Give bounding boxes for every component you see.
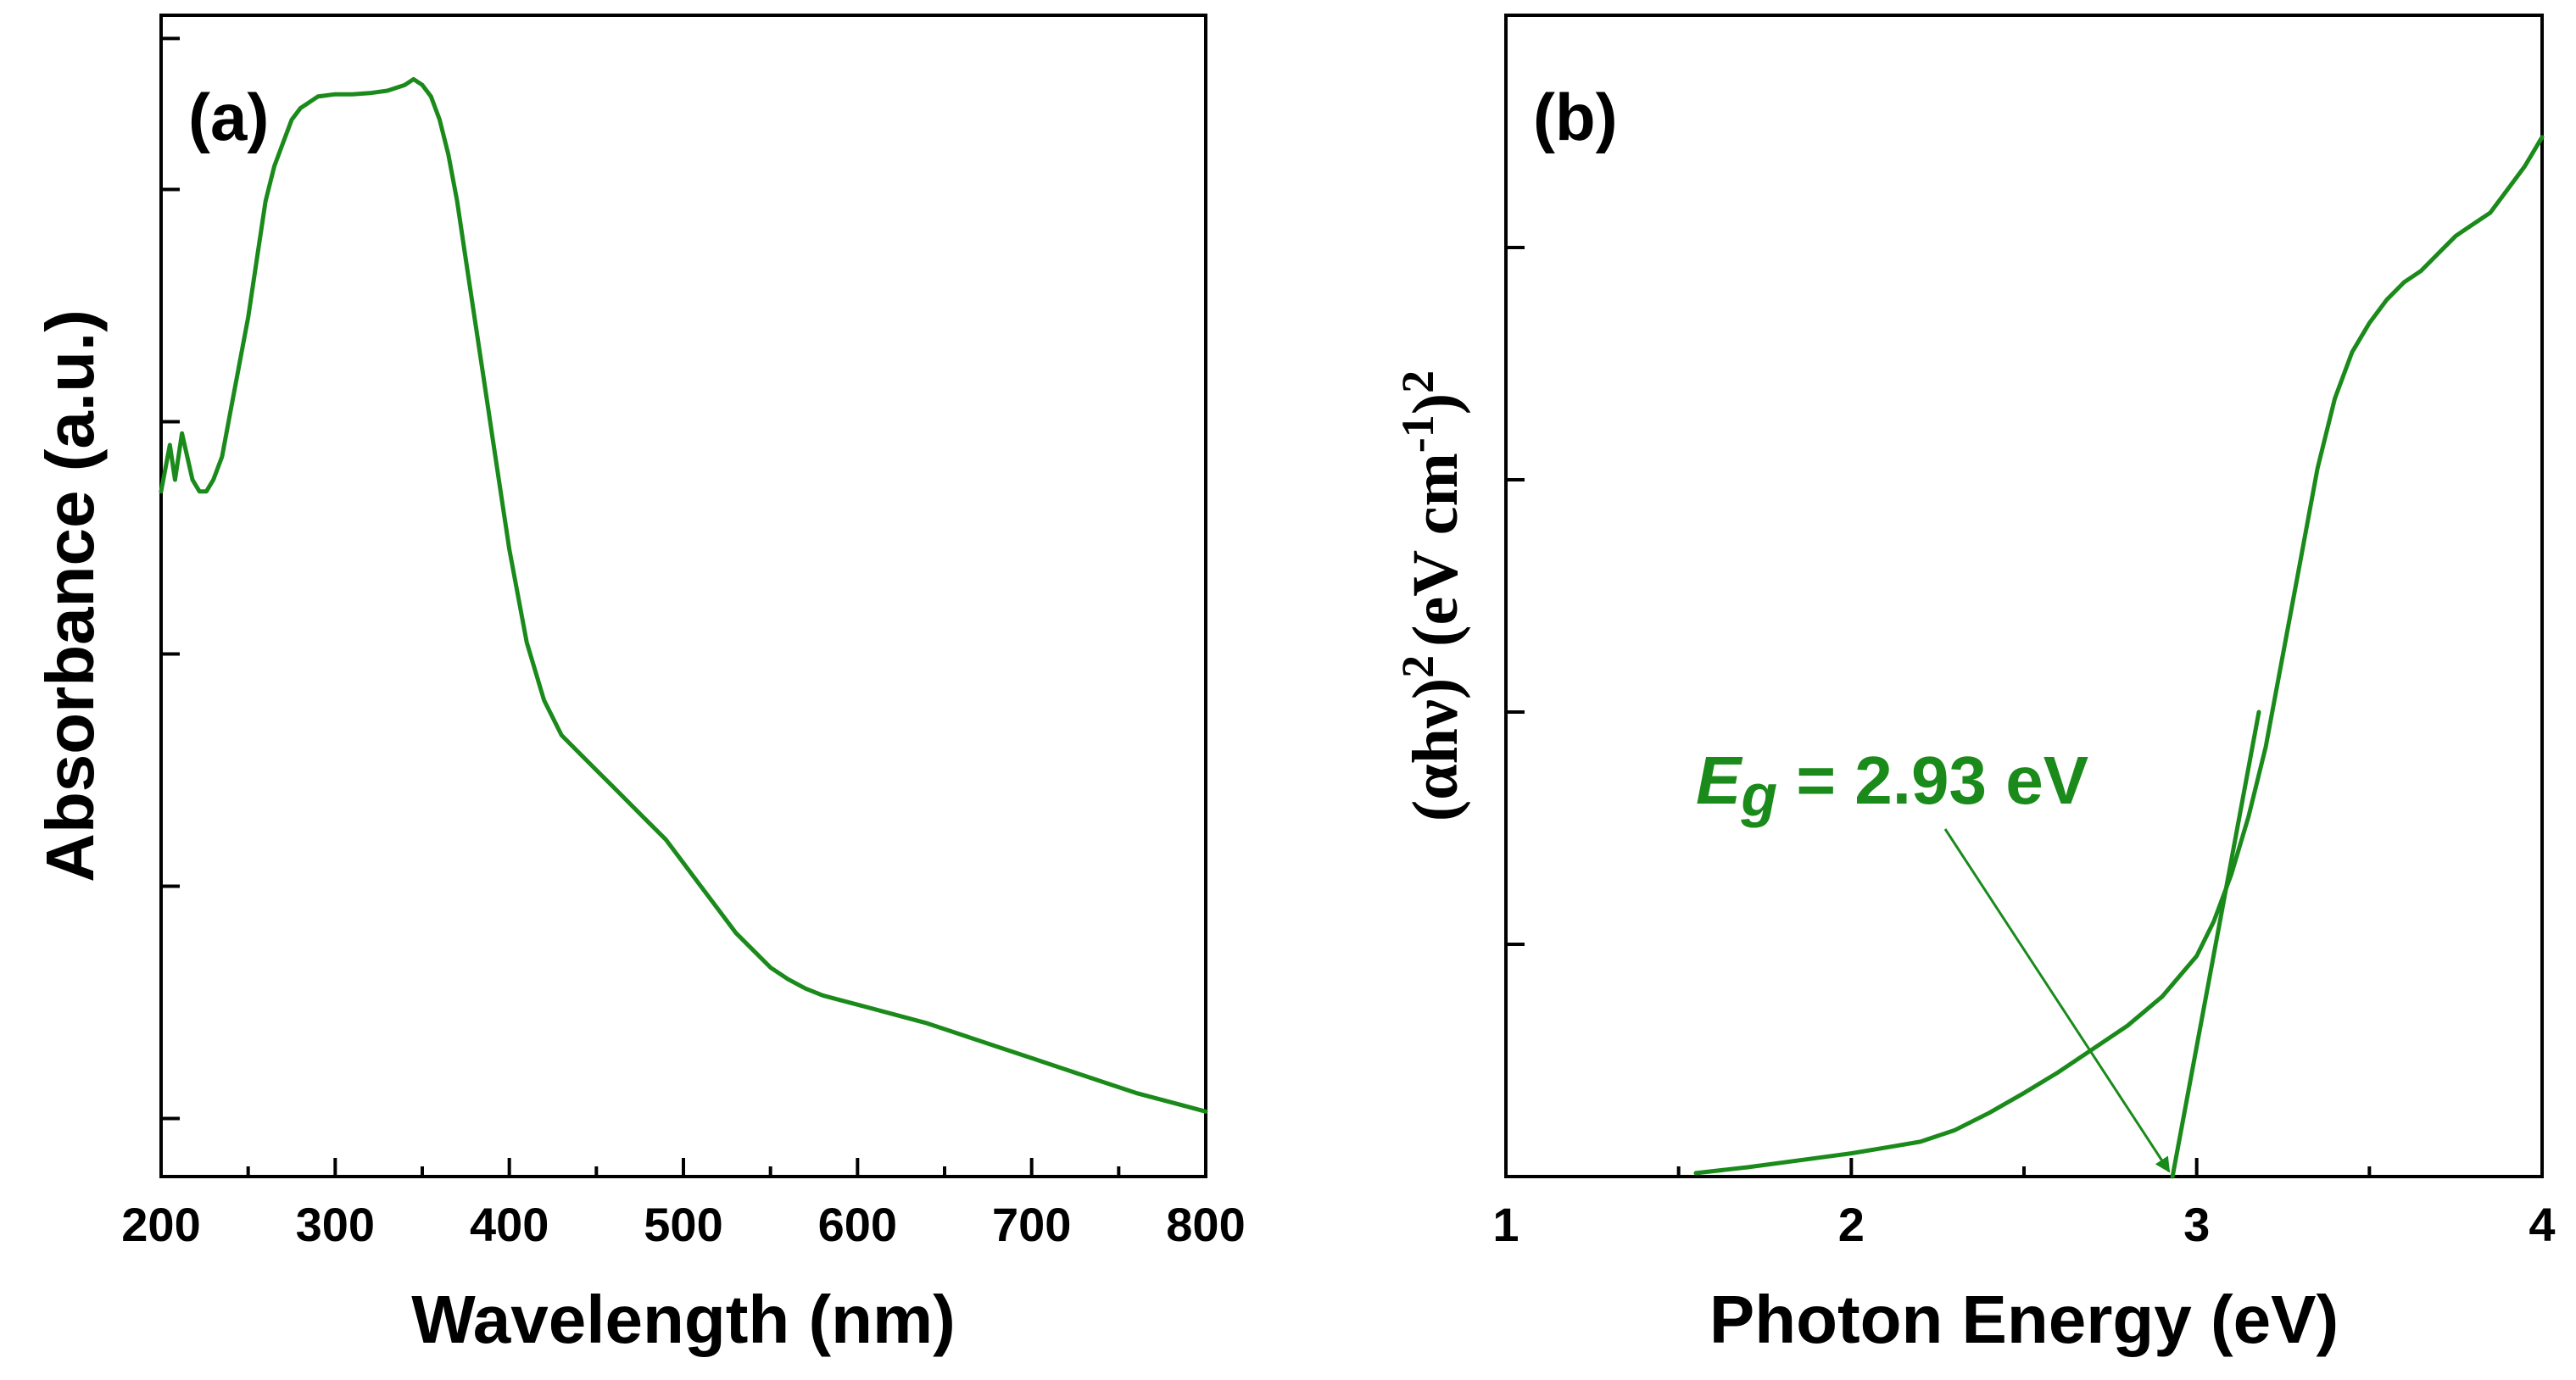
panel-a-xtick-labels: 200 300 400 500 600 700 800 — [121, 1198, 1245, 1251]
panel-b-xtick-label: 4 — [2529, 1198, 2555, 1251]
panel-a-ylabel: Absorbance (a.u.) — [32, 309, 108, 882]
panel-b-annotation-text: = 2.93 eV — [1777, 743, 2088, 818]
panel-b-ylabel-sup3: 2 — [1392, 370, 1443, 393]
panel-b-series-line — [1693, 135, 2545, 1176]
panel-a-frame — [159, 14, 1207, 1178]
panel-b-xtick-label: 3 — [2183, 1198, 2210, 1251]
panel-b-ylabel-sup1: 2 — [1392, 655, 1443, 678]
panel-b-ylabel: (αhν)2(eV cm-1)2 — [1392, 370, 1471, 821]
panel-b-annotation-subscript: g — [1740, 762, 1777, 828]
panel-b-xtick-label: 1 — [1492, 1198, 1519, 1251]
panel-a-xtick-label: 500 — [644, 1198, 722, 1251]
panel-a-xtick-label: 800 — [1166, 1198, 1245, 1251]
panel-b-xtick-labels: 1 2 3 4 — [1492, 1198, 2555, 1251]
panel-b-xlabel: Photon Energy (eV) — [1709, 1282, 2339, 1357]
panel-a: 200 300 400 500 600 700 800 (a) Wavelength (nm… — [32, 14, 1246, 1357]
panel-a-ticks — [159, 36, 1207, 1177]
panel-b-tangent-line — [2170, 709, 2261, 1179]
panel-b-ylabel-close: ) — [1400, 393, 1471, 415]
panel-b-ylabel-units: (eV cm — [1400, 453, 1471, 647]
panel-a-xtick-label: 700 — [992, 1198, 1071, 1251]
panel-b-xtick-label: 2 — [1838, 1198, 1865, 1251]
panel-a-xtick-label: 400 — [470, 1198, 549, 1251]
panel-b-ticks — [1504, 14, 2544, 1177]
panel-b-frame — [1504, 14, 2544, 1178]
panel-b-annotation-arrow — [1943, 828, 2171, 1173]
panel-b-label: (b) — [1533, 80, 1618, 154]
panel-b-ylabel-sup2: -1 — [1392, 415, 1443, 453]
panel-a-xtick-label: 300 — [296, 1198, 375, 1251]
panel-a-xlabel: Wavelength (nm) — [411, 1282, 955, 1357]
panel-a-xtick-label: 600 — [818, 1198, 897, 1251]
panel-b-annotation: Eg = 2.93 eV — [1696, 743, 2088, 828]
panel-a-series-line — [159, 76, 1208, 1114]
panel-b-annotation-prefix: E — [1696, 743, 1743, 818]
panel-a-label: (a) — [188, 80, 269, 154]
panel-a-xtick-label: 200 — [121, 1198, 200, 1251]
panel-b-ylabel-main: (αhν) — [1400, 678, 1471, 821]
